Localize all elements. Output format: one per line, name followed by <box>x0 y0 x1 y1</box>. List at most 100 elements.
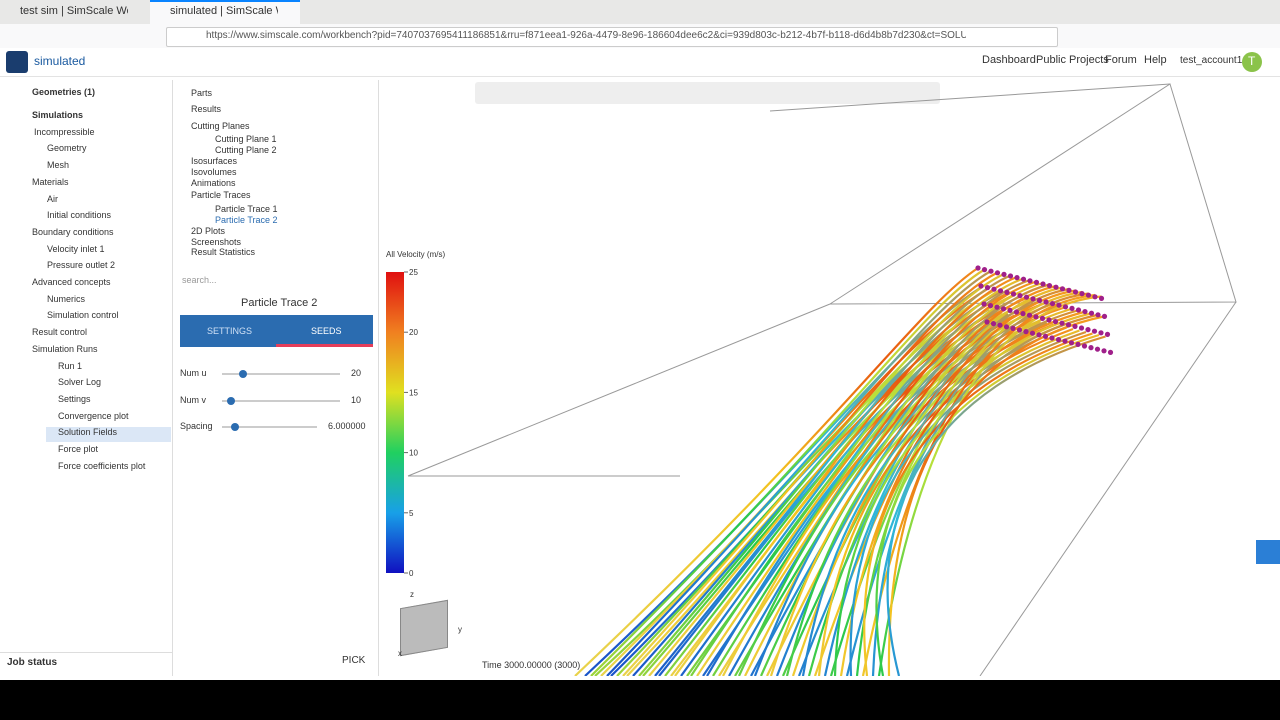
seed-point <box>1062 338 1068 344</box>
tree-item[interactable]: Run 1 <box>58 360 83 371</box>
avatar-circle[interactable] <box>1242 52 1262 72</box>
app-header <box>0 48 1280 77</box>
panel-tree-item[interactable]: Isovolumes <box>191 167 237 177</box>
streamline <box>849 330 1087 676</box>
job-status-bar <box>0 652 172 677</box>
seed-point <box>990 321 997 327</box>
seed-point <box>1053 284 1059 290</box>
slider-track[interactable] <box>222 426 317 428</box>
seed-point <box>1004 289 1010 295</box>
tree-item[interactable]: Simulation Runs <box>32 343 98 354</box>
seed-point <box>1001 271 1007 277</box>
streamline <box>622 271 999 676</box>
user-name[interactable]: test_account1 <box>1180 55 1243 66</box>
seed-point <box>1082 309 1088 315</box>
tree-item[interactable]: Mesh <box>47 160 70 171</box>
seed-point <box>1017 293 1023 299</box>
avatar-letter[interactable]: T <box>1248 54 1256 68</box>
slider-track[interactable] <box>222 373 340 375</box>
nav-link[interactable]: Forum <box>1105 54 1137 66</box>
tree-item[interactable]: Solution Fields <box>58 427 118 438</box>
chat-button[interactable] <box>1256 540 1280 564</box>
tree-item[interactable]: Simulations <box>32 110 84 120</box>
tree-item[interactable]: Solver Log <box>58 377 102 388</box>
tree-item[interactable]: Force plot <box>58 444 99 454</box>
tree-item[interactable]: Boundary conditions <box>32 226 114 237</box>
seed-point <box>1020 276 1027 282</box>
tree-item[interactable]: Numerics <box>47 293 86 304</box>
nav-link[interactable]: Dashboard <box>982 54 1036 66</box>
seed-point <box>984 319 990 325</box>
logo <box>6 51 28 73</box>
tree-item[interactable]: Result control <box>32 327 88 338</box>
panel-tree-item[interactable]: Results <box>191 104 222 114</box>
slider-knob[interactable] <box>239 370 247 378</box>
seed-point <box>994 304 1000 310</box>
streamline <box>606 270 992 676</box>
slider-label: Num v <box>180 395 207 405</box>
search-input[interactable]: search... <box>182 275 217 285</box>
tree-item[interactable]: Air <box>47 193 58 204</box>
seed-point <box>1029 330 1036 336</box>
streamline <box>594 307 983 676</box>
seed-point <box>1007 307 1013 313</box>
url-text[interactable]: https://www.simscale.com/workbench?pid=7… <box>206 30 966 41</box>
url-bar[interactable] <box>166 27 1058 47</box>
tree-item[interactable]: Settings <box>58 393 91 404</box>
tree-item[interactable]: Force coefficients plot <box>58 460 146 471</box>
active-tab[interactable] <box>150 0 300 24</box>
tree-item[interactable]: Initial conditions <box>47 210 112 221</box>
seed-point <box>1069 305 1075 311</box>
tree-item[interactable]: Advanced concepts <box>32 277 111 287</box>
streamline <box>574 267 979 676</box>
slider-value[interactable]: 6.000000 <box>328 421 366 431</box>
pick-button[interactable]: PICK <box>342 655 366 666</box>
panel-tree-item[interactable]: Cutting Plane 1 <box>215 134 277 144</box>
panel-tree-item[interactable]: Animations <box>191 178 236 188</box>
streamline <box>886 335 1106 676</box>
seed-point <box>1098 330 1104 336</box>
slider-knob[interactable] <box>231 423 239 431</box>
tree-item[interactable]: Pressure outlet 2 <box>47 260 116 271</box>
seed-point <box>991 286 997 292</box>
tree-item[interactable]: Geometry <box>47 143 87 154</box>
tree-item[interactable]: Materials <box>32 176 69 187</box>
seed-point <box>1075 307 1082 313</box>
panel-tree-item[interactable]: Result Statistics <box>191 247 256 257</box>
tab-title[interactable]: test sim | SimScale Workb <box>20 5 128 17</box>
slider-value[interactable]: 20 <box>351 368 362 378</box>
slider-track[interactable] <box>222 400 340 402</box>
panel-tree-item[interactable]: Particle Traces <box>191 190 251 200</box>
panel-tree-item[interactable]: Particle Trace 1 <box>215 204 278 214</box>
seed-point <box>1101 313 1108 319</box>
seed-point <box>1049 335 1055 341</box>
seed-point <box>1059 320 1065 326</box>
slider-value[interactable]: 10 <box>351 395 362 405</box>
seed-point <box>1007 273 1014 279</box>
legend-tick-label: 0 <box>409 569 414 578</box>
tab-title[interactable]: simulated | SimScale Wor <box>170 5 278 17</box>
tree-item[interactable]: Simulation control <box>47 310 119 321</box>
panel-tree-item[interactable]: Particle Trace 2 <box>215 215 278 225</box>
panel-tree-item[interactable]: Screenshots <box>191 237 242 247</box>
nav-link[interactable]: Help <box>1144 54 1167 66</box>
slider-knob[interactable] <box>227 397 235 405</box>
panel-tree-item[interactable]: Isosurfaces <box>191 156 238 166</box>
seed-point <box>1026 312 1033 318</box>
seed-point <box>1042 333 1049 339</box>
tree-item[interactable]: Geometries (1) <box>32 87 96 97</box>
streamline <box>871 313 1098 676</box>
tab[interactable]: SETTINGS <box>207 326 253 336</box>
panel-tree-item[interactable]: Cutting Planes <box>191 121 250 131</box>
panel-tree-item[interactable]: Cutting Plane 2 <box>215 145 277 155</box>
nav-link[interactable]: Public Projects <box>1036 54 1109 66</box>
viewer-canvas: 0 5 10 15 20 25 z y x <box>386 83 1237 676</box>
panel-tree-item[interactable]: Parts <box>191 88 213 98</box>
project-name: simulated <box>34 54 86 68</box>
tab[interactable]: SEEDS <box>311 326 342 336</box>
seed-point <box>981 267 988 273</box>
tree-item[interactable]: Incompressible <box>34 126 95 137</box>
tree-item[interactable]: Convergence plot <box>58 410 129 421</box>
panel-tree-item[interactable]: 2D Plots <box>191 226 226 236</box>
tree-item[interactable]: Velocity inlet 1 <box>47 243 105 254</box>
